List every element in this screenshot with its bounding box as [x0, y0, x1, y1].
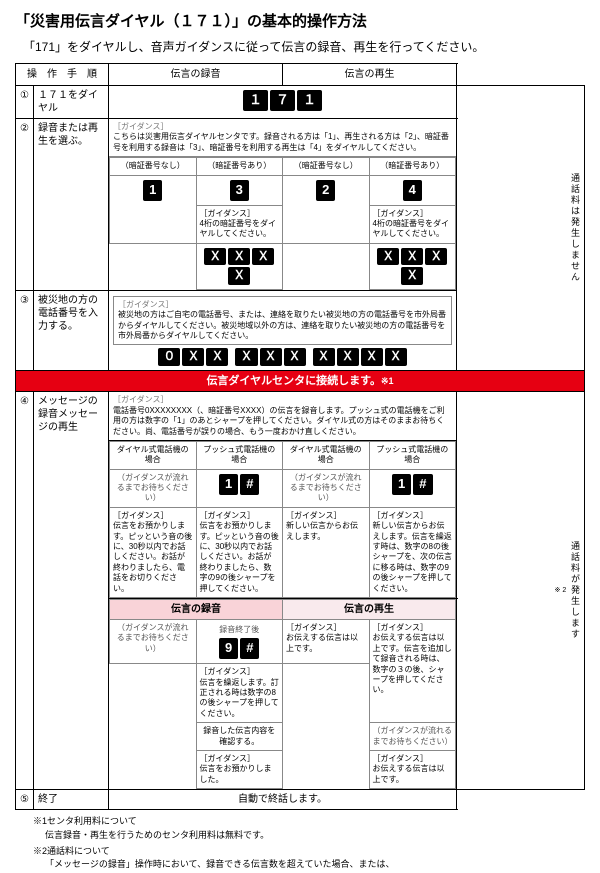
s4-play-hdr: 伝言の再生 — [283, 600, 456, 620]
step4-num: ④ — [16, 392, 34, 790]
step3-label: 被災地の方の電話番号を入力する。 — [34, 290, 109, 370]
s4-dial1: ダイヤル式電話機の場合 — [110, 441, 197, 469]
s4-rec-done: 伝言をお預かりしました。 — [200, 764, 272, 783]
hdr-play: 伝言の再生 — [283, 64, 457, 86]
step2-num: ② — [16, 119, 34, 291]
s4-dial2: ダイヤル式電話機の場合 — [283, 441, 370, 469]
s2-nopin2: （暗証番号なし） — [283, 158, 370, 175]
s4-rec-hdr: 伝言の録音 — [110, 600, 283, 620]
step2-label: 録音または再生を選ぶ。 — [34, 119, 109, 291]
s4-play-add: お伝えする伝言は以上です。伝言を追加して録音される時は、数字の３の後、シャープを… — [373, 633, 452, 694]
s4-rec-dial-g: 伝言をお預かりします。ピッという音の後に、30秒以内でお話しください。お話が終わ… — [113, 521, 192, 592]
page-subtitle: 「171」をダイヤルし、音声ガイダンスに従って伝言の録音、再生を行ってください。 — [15, 40, 585, 56]
s4-rec-after-g: 伝言を繰返します。訂正される時は数字の8の後シャープを押してください。 — [200, 678, 279, 718]
s2-x2: ＸＸＸＸ — [369, 243, 456, 289]
s3-digits: ０ＸＸ ＸＸＸ ＸＸＸＸ — [113, 347, 452, 367]
sidenote-charged: 通話料が発生します※2 — [457, 392, 585, 790]
s2-k2: 2 — [283, 175, 370, 243]
s4-play-push-g: 新しい伝言からお伝えします。伝言を繰返す時は、数字の8の後シャープを、次の伝言に… — [373, 521, 453, 592]
s4-wait4: （ガイダンスが流れるまでお待ちください） — [369, 723, 456, 751]
s4-push1: プッシュ式電話機の場合 — [196, 441, 283, 469]
main-table: 操 作 手 順 伝言の録音 伝言の再生 ① １７１をダイヤル １７１ 通話料は発… — [15, 63, 585, 810]
s4-k1h-2: 1# — [369, 469, 456, 507]
step3-num: ③ — [16, 290, 34, 370]
note1-body: 伝言録音・再生を行うためのセンタ利用料は無料です。 — [33, 830, 585, 842]
step5-num: ⑤ — [16, 790, 34, 810]
note2-title: ※2通話料について — [33, 846, 585, 858]
sidenote-free: 通話料は発生しません — [457, 86, 585, 371]
s3-g-text: 被災地の方はご自宅の電話番号、または、連絡を取りたい被災地の方の電話番号を市外局… — [118, 310, 446, 340]
s4-push2: プッシュ式電話機の場合 — [369, 441, 456, 469]
s2-x1: ＸＸＸＸ — [196, 243, 283, 289]
s4-g-top: 電話番号0XXXXXXXX（、暗証番号XXXX）の伝言を録音します。プッシュ式の… — [113, 406, 445, 436]
s2-pin1: （暗証番号あり） — [196, 158, 283, 175]
step1-label: １７１をダイヤル — [34, 86, 109, 119]
s4-k1h-1: 1# — [196, 469, 283, 507]
s2-k1: 1 — [110, 175, 197, 243]
s2-pin-g2: 4桁の暗証番号をダイヤルしてください。 — [373, 219, 449, 238]
s4-play-more1: お伝えする伝言は以上です。 — [286, 633, 358, 652]
footnotes: ※1センタ利用料について 伝言録音・再生を行うためのセンタ利用料は無料です。 ※… — [15, 816, 585, 873]
s2-k4: 4 — [369, 175, 456, 205]
s4-wait3: （ガイダンスが流れるまでお待ちください） — [110, 620, 197, 664]
s2-k3: 3 — [196, 175, 283, 205]
connect-banner: 伝言ダイヤルセンタに接続します。※1 — [16, 371, 585, 392]
s4-rec-confirm: 録音した伝言内容を確認する。 — [196, 723, 283, 751]
s2-nopin1: （暗証番号なし） — [110, 158, 197, 175]
s2-g-text: こちらは災害用伝言ダイヤルセンタです。録音される方は「1」、再生される方は「2」… — [113, 132, 449, 151]
step4-label: メッセージの録音メッセージの再生 — [34, 392, 109, 790]
step1-keys: １７１ — [109, 86, 457, 119]
page-title: 「災害用伝言ダイヤル（１７１）」の基本的操作方法 — [15, 12, 585, 32]
s2-g-label: ［ガイダンス］ — [113, 122, 169, 131]
s4-rec-push-g: 伝言をお預かりします。ピッという音の後に、30秒以内でお話しください。お話が終わ… — [200, 521, 279, 592]
s4-wait1: （ガイダンスが流れるまでお待ちください） — [110, 469, 197, 507]
step5-label: 終了 — [34, 790, 109, 810]
s4-play-end: お伝えする伝言は以上です。 — [373, 764, 445, 783]
note2-body1: 「メッセージの録音」操作時において、録音できる伝言数を超えていた場合、または、 — [33, 859, 585, 871]
s4-play-dial-g: 新しい伝言からお伝えします。 — [286, 521, 358, 540]
s2-pin-g1: 4桁の暗証番号をダイヤルしてください。 — [200, 219, 276, 238]
step5-text: 自動で終話します。 — [109, 790, 457, 810]
note1-title: ※1センタ利用料について — [33, 816, 585, 828]
step1-num: ① — [16, 86, 34, 119]
s2-pin2: （暗証番号あり） — [369, 158, 456, 175]
hdr-procedure: 操 作 手 順 — [16, 64, 109, 86]
s4-wait2: （ガイダンスが流れるまでお待ちください） — [283, 469, 370, 507]
hdr-record: 伝言の録音 — [109, 64, 283, 86]
